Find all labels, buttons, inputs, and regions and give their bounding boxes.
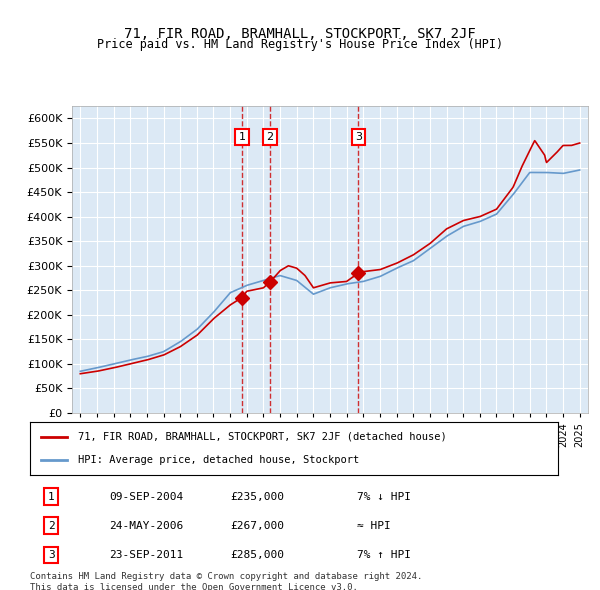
Text: 71, FIR ROAD, BRAMHALL, STOCKPORT, SK7 2JF (detached house): 71, FIR ROAD, BRAMHALL, STOCKPORT, SK7 2… (77, 432, 446, 442)
Text: 1: 1 (238, 132, 245, 142)
Text: 7% ↑ HPI: 7% ↑ HPI (358, 550, 412, 560)
Text: Price paid vs. HM Land Registry's House Price Index (HPI): Price paid vs. HM Land Registry's House … (97, 38, 503, 51)
Text: 24-MAY-2006: 24-MAY-2006 (109, 521, 184, 531)
Text: £285,000: £285,000 (230, 550, 284, 560)
Text: 3: 3 (48, 550, 55, 560)
Text: £235,000: £235,000 (230, 491, 284, 502)
Text: ≈ HPI: ≈ HPI (358, 521, 391, 531)
Text: 71, FIR ROAD, BRAMHALL, STOCKPORT, SK7 2JF: 71, FIR ROAD, BRAMHALL, STOCKPORT, SK7 2… (124, 27, 476, 41)
Text: 7% ↓ HPI: 7% ↓ HPI (358, 491, 412, 502)
Text: £267,000: £267,000 (230, 521, 284, 531)
Text: HPI: Average price, detached house, Stockport: HPI: Average price, detached house, Stoc… (77, 455, 359, 465)
Text: 2: 2 (266, 132, 273, 142)
Text: 1: 1 (48, 491, 55, 502)
Text: Contains HM Land Registry data © Crown copyright and database right 2024.
This d: Contains HM Land Registry data © Crown c… (30, 572, 422, 590)
Text: 23-SEP-2011: 23-SEP-2011 (109, 550, 184, 560)
Text: 09-SEP-2004: 09-SEP-2004 (109, 491, 184, 502)
Text: 2: 2 (48, 521, 55, 531)
Text: 3: 3 (355, 132, 362, 142)
